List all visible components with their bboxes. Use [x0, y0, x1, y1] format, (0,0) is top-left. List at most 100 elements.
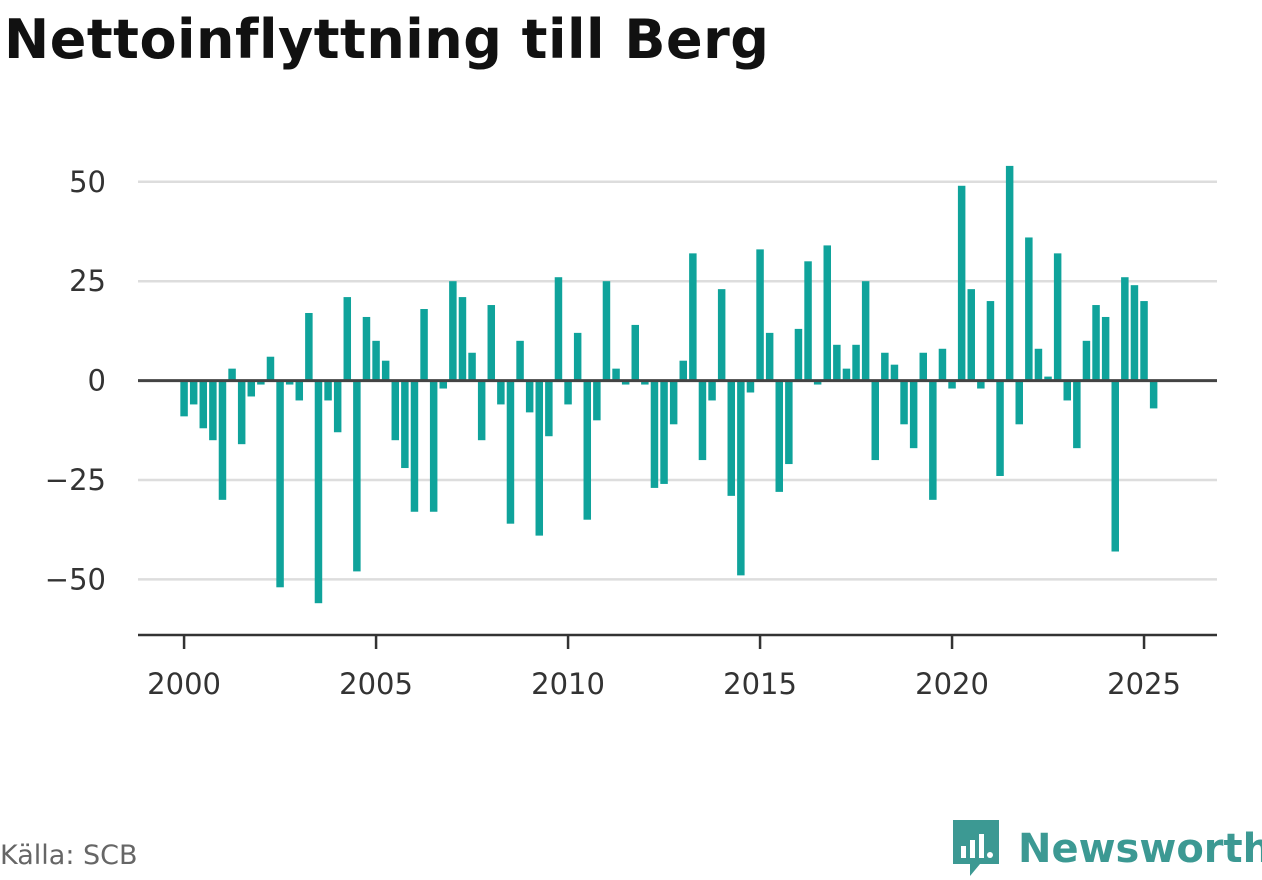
bar	[1044, 376, 1052, 381]
bar	[967, 289, 975, 381]
bar	[381, 360, 390, 381]
bar	[708, 380, 716, 401]
bar	[266, 356, 275, 381]
bar	[996, 380, 1004, 476]
bar	[717, 289, 726, 381]
bar	[573, 332, 582, 381]
bar	[794, 328, 803, 381]
bar	[209, 380, 217, 441]
bar	[218, 380, 227, 500]
bar	[660, 380, 668, 484]
bar	[1073, 380, 1081, 449]
bar	[487, 305, 496, 381]
bar	[890, 364, 899, 381]
bar	[420, 309, 428, 381]
x-tick-label: 2005	[339, 667, 413, 701]
bar	[295, 380, 304, 401]
bar	[333, 380, 342, 433]
bar	[564, 380, 572, 405]
bar	[1101, 316, 1110, 381]
bar	[497, 380, 505, 405]
bar	[823, 245, 831, 381]
bar	[1140, 301, 1148, 381]
bars	[180, 165, 1158, 604]
bar	[324, 380, 332, 401]
bar	[247, 380, 256, 397]
bar	[689, 253, 697, 381]
bar	[929, 380, 937, 500]
bar	[305, 312, 313, 381]
y-tick-label: −25	[45, 463, 106, 497]
y-axis-ticks: −50 −25 0 25 50	[45, 165, 106, 597]
bar	[938, 348, 947, 381]
bar	[468, 352, 476, 381]
bar	[1121, 277, 1129, 381]
bar	[775, 380, 784, 492]
bar	[804, 261, 812, 381]
bar	[525, 380, 534, 413]
bar	[813, 380, 822, 385]
bar	[842, 368, 851, 381]
bar	[612, 368, 620, 381]
bar	[285, 380, 294, 385]
bar	[919, 352, 927, 381]
bar	[545, 380, 553, 437]
bar	[1005, 165, 1014, 381]
bar	[257, 380, 265, 385]
y-tick-label: −50	[45, 562, 106, 596]
bar	[410, 380, 419, 512]
bar	[948, 380, 956, 389]
bar-chart-speech-bubble-icon	[953, 820, 999, 876]
bar	[1053, 253, 1062, 381]
bar	[401, 380, 409, 469]
bar	[391, 380, 400, 441]
x-tick-label: 2010	[531, 667, 605, 701]
bar	[1082, 340, 1091, 381]
bar	[669, 380, 678, 425]
bar	[372, 340, 380, 381]
bar	[871, 380, 879, 461]
bar	[900, 380, 908, 425]
bar	[602, 281, 611, 381]
bar	[1034, 348, 1043, 381]
x-tick-label: 2020	[915, 667, 989, 701]
bar	[1063, 380, 1071, 401]
bar	[276, 380, 284, 588]
y-tick-label: 25	[69, 264, 106, 298]
bar	[180, 380, 188, 417]
bar	[343, 297, 352, 381]
bar	[593, 380, 601, 421]
bar	[852, 344, 860, 381]
bar	[535, 380, 544, 536]
bar	[957, 185, 966, 381]
bar	[1092, 305, 1100, 381]
bar	[1130, 285, 1139, 381]
bar	[650, 380, 659, 488]
bar	[756, 249, 764, 381]
bar	[199, 380, 208, 429]
x-tick-label: 2015	[723, 667, 797, 701]
bar	[237, 380, 246, 445]
bar	[909, 380, 918, 449]
x-axis-ticks: 2000 2005 2010 2015 2020 2025	[147, 635, 1181, 701]
bar	[353, 380, 361, 572]
bar	[189, 380, 198, 405]
bar	[631, 324, 640, 381]
bar	[439, 380, 448, 389]
bar	[449, 281, 457, 381]
bar	[679, 360, 688, 381]
brand-name: Newsworthy	[1018, 826, 1262, 872]
bar	[1015, 380, 1023, 425]
bar	[881, 352, 889, 381]
bar	[986, 301, 995, 381]
bar	[621, 380, 630, 385]
bar	[641, 380, 649, 385]
bar	[727, 380, 736, 496]
bar	[477, 380, 486, 441]
bar	[362, 316, 371, 381]
bar	[506, 380, 515, 524]
bar	[765, 332, 774, 381]
brand-logo[interactable]: Newsworthy	[950, 818, 1262, 880]
bar	[1111, 380, 1119, 552]
